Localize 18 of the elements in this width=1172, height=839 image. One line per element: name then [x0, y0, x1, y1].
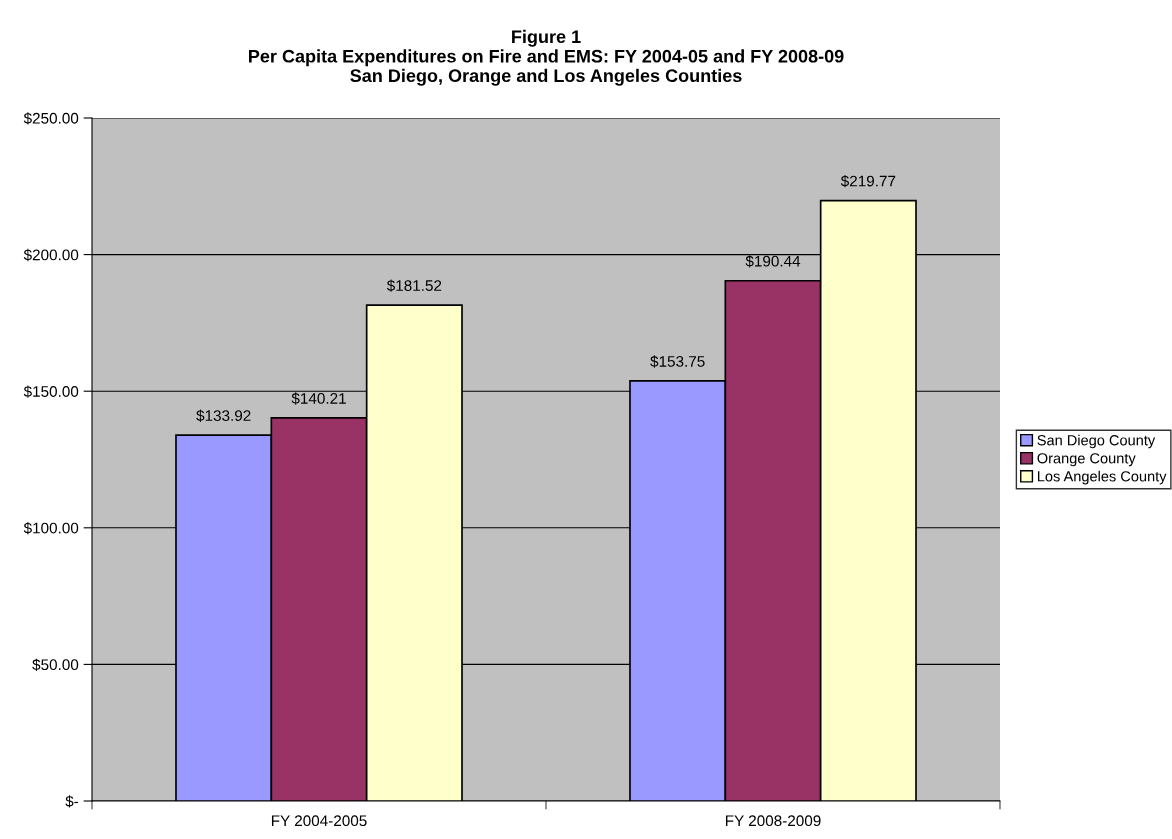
data-label: $181.52 — [386, 279, 442, 292]
y-tick-label: $100.00 — [23, 522, 79, 535]
y-tick-label: $150.00 — [23, 385, 79, 398]
chart-title: Figure 1 Per Capita Expenditures on Fire and EMS: FY 2004-05 and FY 2008-09 San Diego, Orange and Los Angeles Counties — [249, 29, 844, 86]
x-tick-label: FY 2004-2005 — [271, 815, 367, 827]
data-label: $219.77 — [840, 175, 896, 188]
legend-label: Orange County — [1037, 453, 1136, 467]
data-label: $140.21 — [291, 392, 346, 405]
data-label: $190.44 — [745, 255, 801, 268]
y-tick-label: $200.00 — [23, 248, 79, 262]
data-label: $133.92 — [196, 409, 251, 422]
data-label: $153.75 — [650, 355, 705, 368]
legend-label: San Diego County — [1037, 434, 1156, 449]
y-tick-label: $250.00 — [23, 112, 79, 125]
x-tick-label: FY 2008-2009 — [725, 815, 821, 827]
y-tick-label: $- — [65, 795, 79, 808]
legend-label: Los Angeles County — [1037, 470, 1167, 485]
y-tick-label: $50.00 — [32, 658, 79, 671]
